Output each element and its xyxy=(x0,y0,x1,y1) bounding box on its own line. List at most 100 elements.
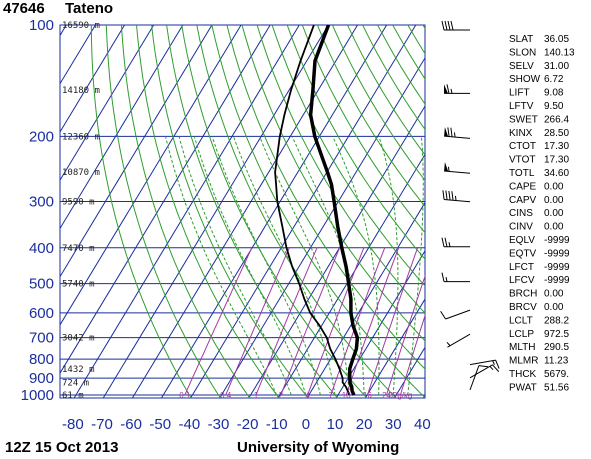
dry-adiabat xyxy=(241,25,425,342)
grid-lines xyxy=(60,25,425,398)
barb-staff xyxy=(469,359,496,366)
barb-pennant xyxy=(444,127,449,137)
wind-barb xyxy=(446,333,471,348)
index-value: 31.00 xyxy=(544,61,569,72)
isotherm xyxy=(60,25,242,326)
barb-flag xyxy=(444,20,448,31)
temperature-tick-label: -40 xyxy=(179,416,201,433)
wind-barb xyxy=(441,272,470,283)
moist-adiabat xyxy=(211,136,321,396)
temperature-tick-label: 30 xyxy=(385,416,402,433)
wind-barb xyxy=(444,162,471,174)
mixing-ratio-label: 1 xyxy=(254,391,259,400)
barb-staff xyxy=(445,309,471,320)
dry-adiabat xyxy=(211,25,425,398)
index-name: LCLT xyxy=(509,315,533,326)
index-name: CINS xyxy=(509,208,533,219)
barb-half-flag xyxy=(453,132,456,138)
pressure-tick-label: 800 xyxy=(29,351,54,368)
dry-adiabat xyxy=(256,25,425,314)
temperature-tick-label: -80 xyxy=(62,416,84,433)
temperature-profile-line xyxy=(308,25,360,396)
index-value: 36.05 xyxy=(544,34,569,45)
height-label: 724 m xyxy=(62,378,89,388)
mixing-ratio-line xyxy=(345,247,400,396)
pressure-tick-label: 300 xyxy=(29,194,54,211)
index-name: PWAT xyxy=(509,382,537,393)
temperature-tick-label: 20 xyxy=(356,416,373,433)
wind-barb xyxy=(444,84,470,94)
index-name: SELV xyxy=(509,61,534,72)
height-label: 12360 m xyxy=(62,132,100,142)
mixing-ratio-label: 10 xyxy=(342,391,351,400)
index-name: BRCV xyxy=(509,302,537,313)
barb-flag xyxy=(450,20,454,31)
barb-half-flag xyxy=(489,365,494,371)
index-value: 9.50 xyxy=(544,101,564,112)
barb-flag xyxy=(448,190,451,201)
dry-adiabat xyxy=(166,25,339,398)
dry-adiabat xyxy=(226,25,425,370)
barb-flag xyxy=(447,20,451,31)
temperature-tick-label: -10 xyxy=(266,416,288,433)
isotherm xyxy=(190,25,417,398)
footer-source: University of Wyoming xyxy=(237,439,399,456)
index-name: BRCH xyxy=(509,289,537,300)
wind-barb xyxy=(440,309,471,320)
index-value: 11.23 xyxy=(544,356,569,367)
index-name: THCK xyxy=(509,369,537,380)
barb-flag xyxy=(492,364,500,372)
index-name: EQLV xyxy=(509,235,535,246)
index-name: LCLP xyxy=(509,329,534,340)
wind-barb xyxy=(469,364,500,379)
height-label: 3042 m xyxy=(62,334,95,344)
index-name: LFTV xyxy=(509,101,534,112)
moist-adiabat xyxy=(165,136,278,396)
index-value: 28.50 xyxy=(544,128,569,139)
barb-half-flag xyxy=(445,277,448,282)
dry-adiabat xyxy=(105,25,221,398)
barb-half-flag xyxy=(450,88,453,94)
index-name: CAPV xyxy=(509,195,537,206)
barb-half-flag xyxy=(454,195,457,201)
mixing-ratio-label: 2 xyxy=(279,391,284,400)
moist-adiabat xyxy=(407,136,424,396)
index-name: SWET xyxy=(509,114,538,125)
index-name: CAPE xyxy=(509,181,537,192)
pressure-tick-label: 600 xyxy=(29,305,54,322)
pressure-tick-label: 900 xyxy=(29,370,54,387)
index-name: MLMR xyxy=(509,356,538,367)
barb-flag xyxy=(446,84,450,94)
isotherm xyxy=(160,25,388,398)
dry-adiabat xyxy=(316,25,425,208)
index-name: MLTH xyxy=(509,342,535,353)
barb-flag xyxy=(451,191,454,201)
mixing-ratio-label: 16 xyxy=(363,391,372,400)
dry-adiabat xyxy=(120,25,251,398)
index-value: 266.4 xyxy=(544,114,569,125)
moist-adiabat xyxy=(259,136,350,396)
index-value: -9999 xyxy=(544,235,570,246)
index-value: 5679. xyxy=(544,369,569,380)
index-value: 0.00 xyxy=(544,289,564,300)
isotherm xyxy=(60,25,97,85)
isotherm xyxy=(60,25,126,133)
isotherm xyxy=(60,25,271,375)
index-value: 0.00 xyxy=(544,302,564,313)
index-value: 51.56 xyxy=(544,382,569,393)
index-value: 288.2 xyxy=(544,315,569,326)
barb-half-flag xyxy=(446,342,451,347)
index-name: EQTV xyxy=(509,248,537,259)
barb-staff xyxy=(444,170,471,174)
isotherm xyxy=(219,56,425,398)
mixing-ratio-label: 32g/kg xyxy=(388,391,412,400)
dry-adiabat xyxy=(271,25,425,287)
temperature-tick-label: -30 xyxy=(208,416,230,433)
dry-adiabat xyxy=(90,25,192,398)
barb-flag xyxy=(445,190,448,200)
moist-adiabat xyxy=(178,136,292,396)
dry-adiabat xyxy=(286,25,425,260)
mixing-ratio-label: 4 xyxy=(305,391,310,400)
